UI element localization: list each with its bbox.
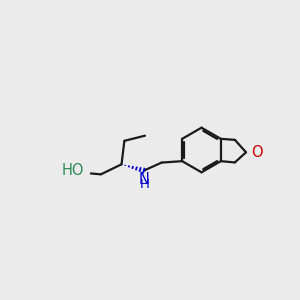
Text: N: N <box>138 172 149 187</box>
Text: O: O <box>251 145 262 160</box>
Text: H: H <box>140 178 150 191</box>
Text: HO: HO <box>61 163 84 178</box>
